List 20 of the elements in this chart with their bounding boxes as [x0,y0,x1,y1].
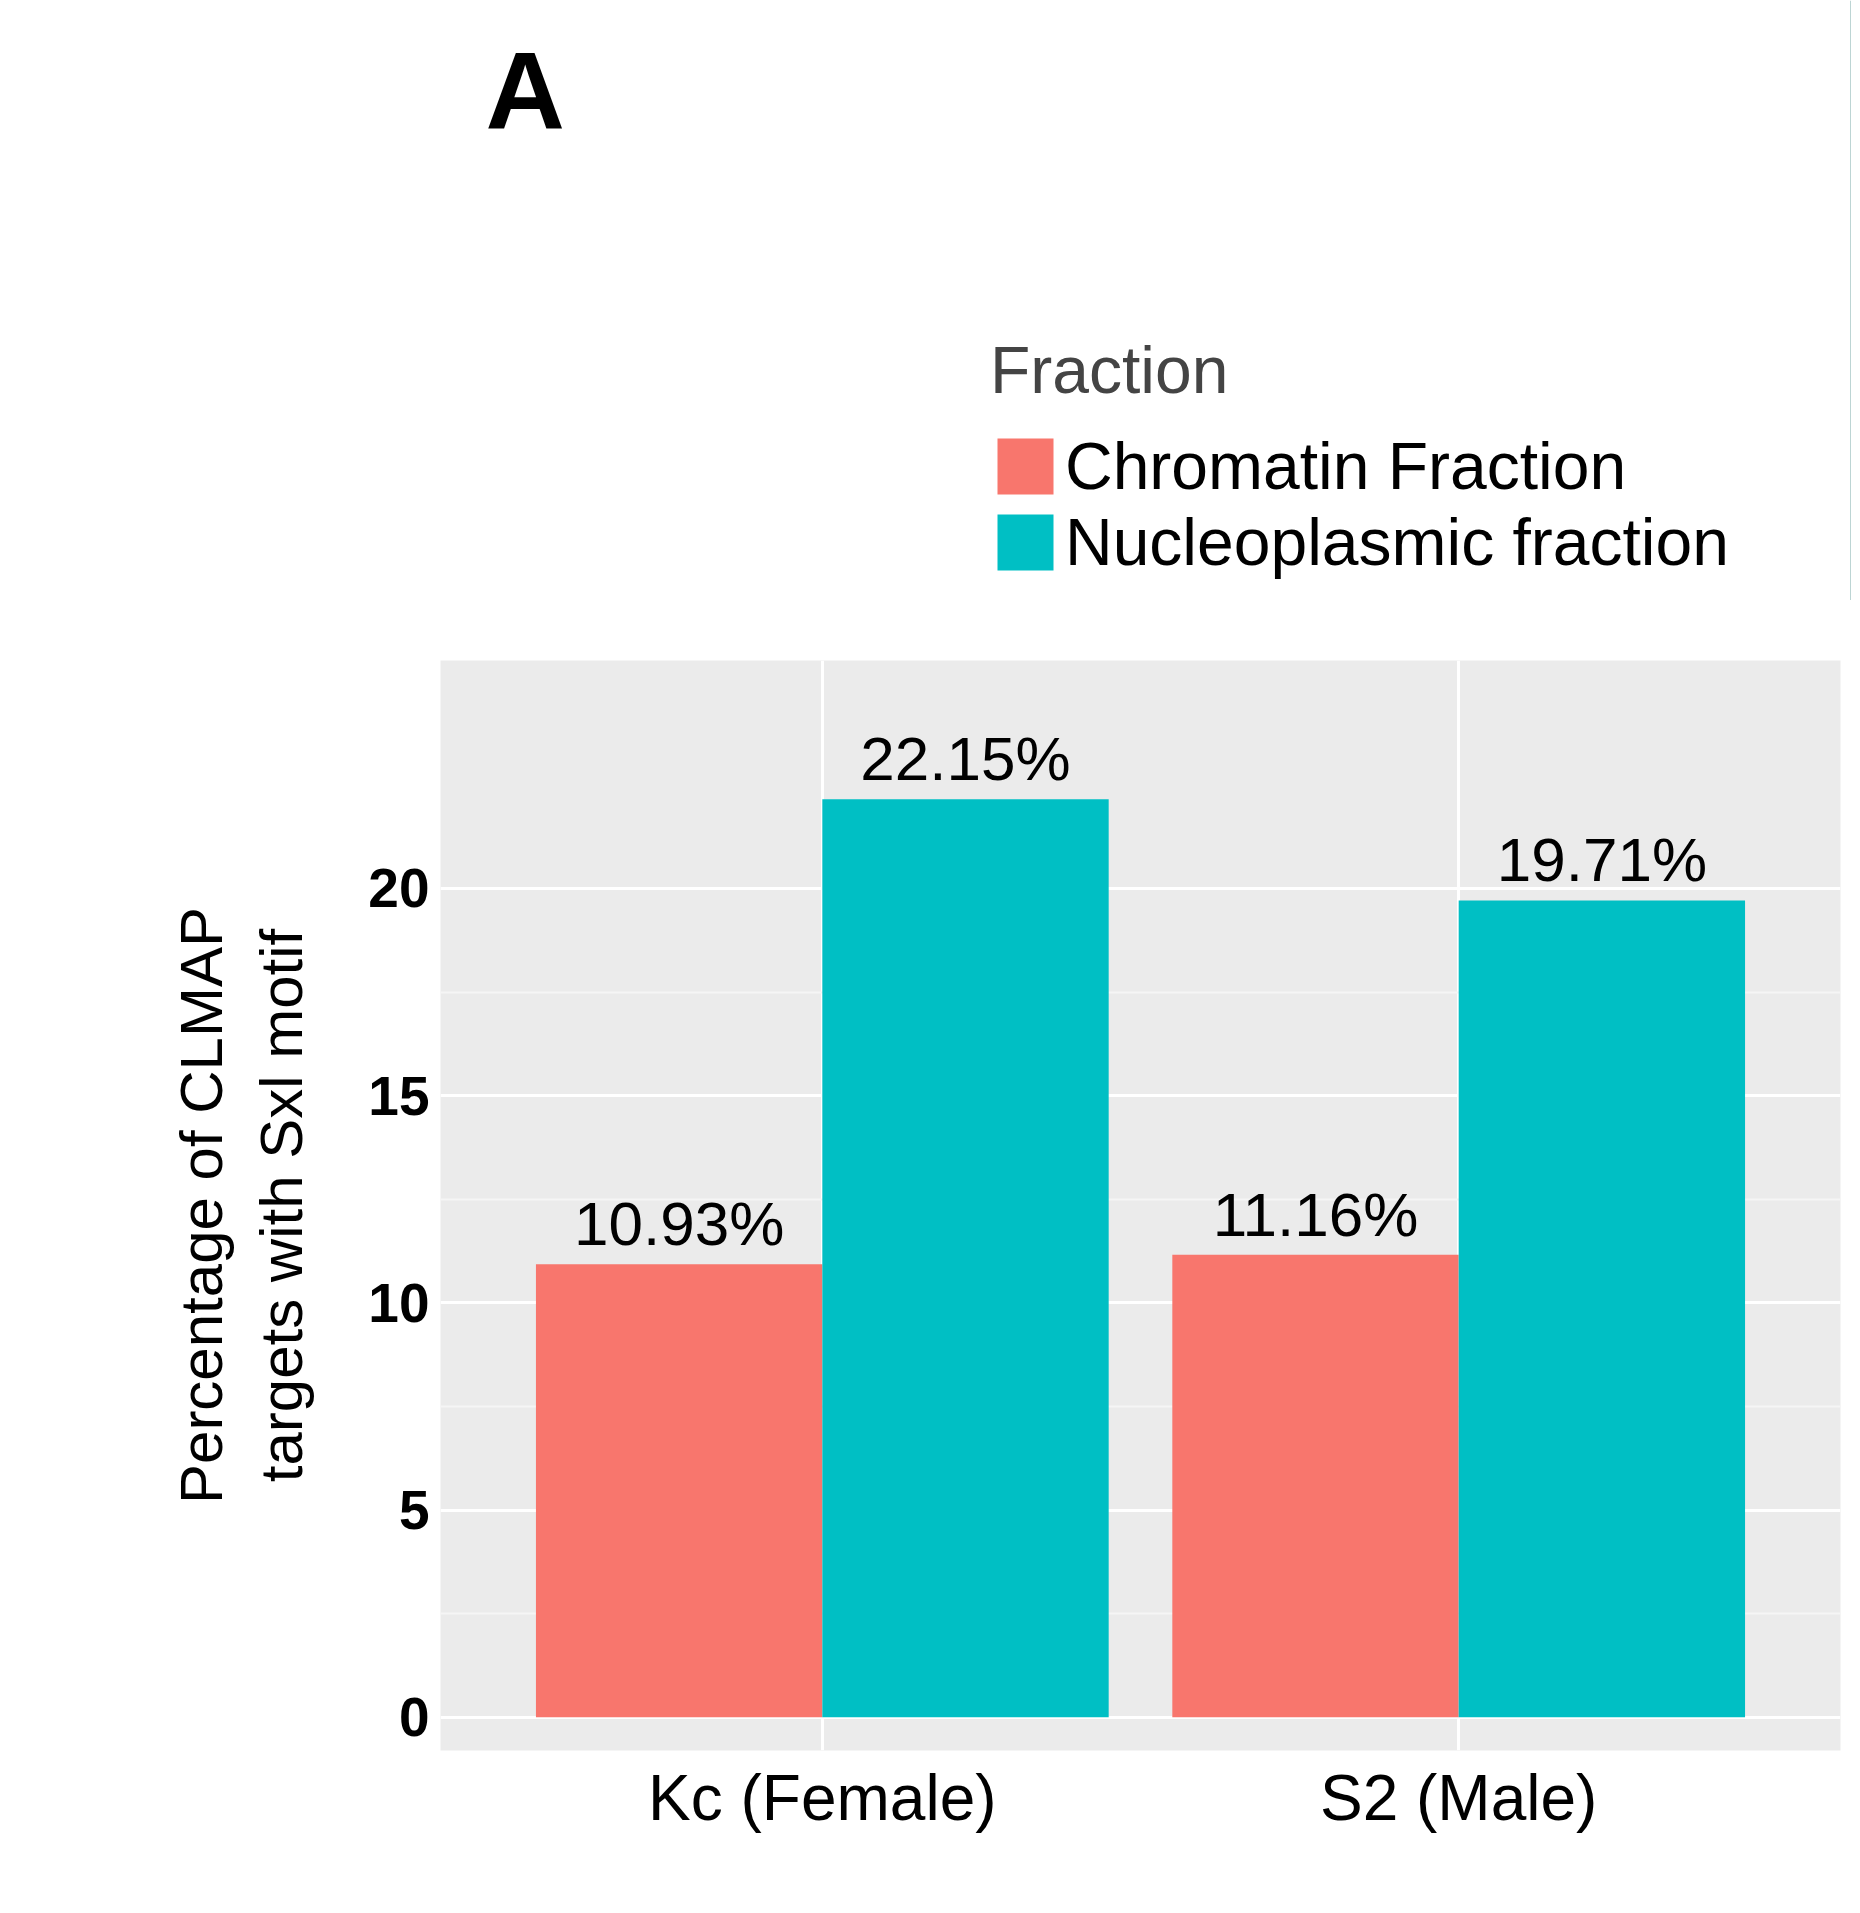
y-tick-label: 10 [368,1271,430,1334]
bar [1172,1254,1459,1718]
data-label: 22.15% [860,724,1071,794]
y-tick-label: 20 [368,857,430,920]
y-tick-label: 15 [368,1064,430,1127]
bar [1458,900,1746,1718]
x-tick-label: S2 (Male) [1319,1761,1598,1834]
y-axis-title: Percentage of CLMAP targets with Sxl motif [167,907,316,1504]
bar [535,1264,823,1718]
legend-label: Chromatin Fraction [1065,428,1627,504]
bar [822,799,1109,1718]
legend-label: Nucleoplasmic fraction [1065,504,1729,580]
legend-title: Fraction [990,332,1230,408]
y-tick-label: 5 [398,1479,430,1542]
data-label: 10.93% [574,1189,785,1259]
x-tick-label: Kc (Female) [648,1761,997,1834]
text: A [485,27,565,151]
data-label: 19.71% [1496,825,1708,895]
y-tick-label: 0 [398,1686,430,1749]
data-label: 11.16% [1212,1179,1419,1249]
